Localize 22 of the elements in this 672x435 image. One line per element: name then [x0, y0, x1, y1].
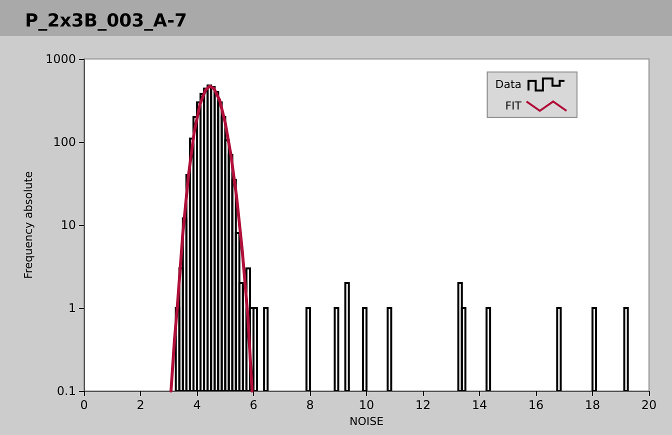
x-tick-label: 16: [528, 398, 544, 412]
x-tick-label: 20: [641, 398, 657, 412]
chart-title: P_2x3B_003_A-7: [25, 10, 188, 32]
x-axis-title: NOISE: [349, 414, 384, 428]
y-tick-label: 1000: [45, 52, 76, 66]
legend-label: Data: [495, 78, 522, 91]
x-tick-label: 10: [358, 398, 374, 412]
x-tick-label: 0: [80, 398, 88, 412]
x-tick-label: 4: [193, 398, 201, 412]
x-tick-label: 2: [136, 398, 144, 412]
x-tick-label: 18: [584, 398, 600, 412]
legend-label: FIT: [505, 100, 522, 113]
y-tick-label: 100: [53, 135, 76, 149]
line-series: [170, 84, 254, 392]
x-tick-label: 6: [250, 398, 258, 412]
y-tick-label: 1: [68, 301, 76, 315]
y-tick-label: 10: [60, 218, 76, 232]
x-tick-label: 12: [415, 398, 431, 412]
x-tick-label: 8: [306, 398, 314, 412]
y-axis-title: Frequency absolute: [22, 170, 35, 279]
x-tick-label: 14: [472, 398, 488, 412]
y-tick-label: 0.1: [56, 384, 76, 398]
